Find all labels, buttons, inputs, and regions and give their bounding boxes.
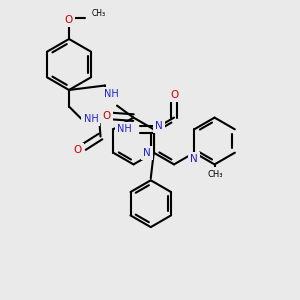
Text: NH: NH xyxy=(117,124,132,134)
Text: NH: NH xyxy=(103,89,118,100)
Text: CH₃: CH₃ xyxy=(92,9,106,18)
Text: NH: NH xyxy=(83,113,98,124)
Text: CH₃: CH₃ xyxy=(207,169,223,178)
Text: O: O xyxy=(102,111,111,121)
Text: O: O xyxy=(170,89,178,100)
Text: O: O xyxy=(64,15,73,26)
Text: N: N xyxy=(190,154,198,164)
Text: O: O xyxy=(73,145,82,155)
Text: N: N xyxy=(143,148,151,158)
Text: N: N xyxy=(155,121,163,131)
